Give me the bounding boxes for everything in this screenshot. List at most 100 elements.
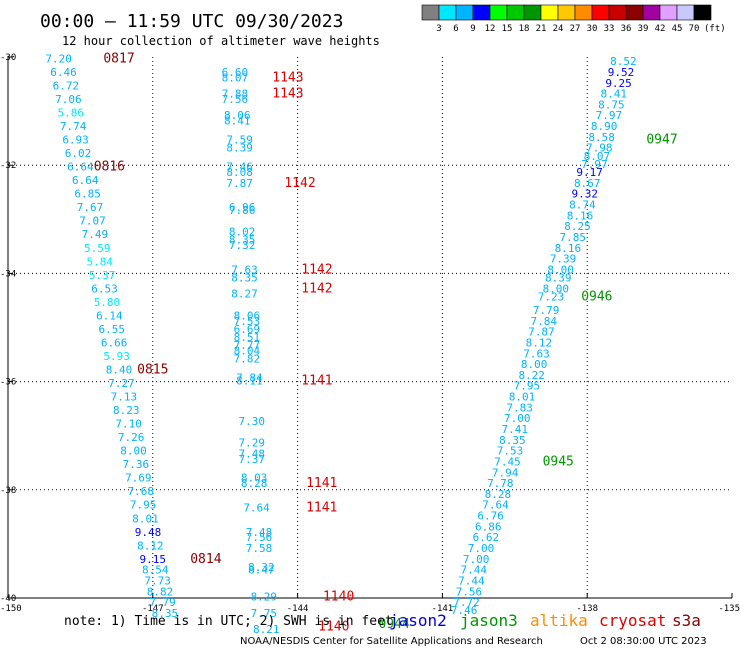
colorbar-tick-label: 6 [453,24,458,34]
swh-label: 7.20 [45,52,72,65]
swh-label: 5.86 [57,107,84,120]
chart-subtitle: 12 hour collection of altimeter wave hei… [62,34,380,48]
swh-label: 7.75 [251,607,278,620]
swh-label: 7.95 [514,380,541,393]
swh-label: 7.06 [55,93,82,106]
swh-label: 6.64 [67,161,94,174]
pass-s3a-0814-0817: 7.206.466.727.065.867.746.936.026.646.64… [45,51,221,620]
y-tick-label: -40 [0,594,16,604]
swh-label: 7.56 [246,531,273,544]
swh-label: 7.10 [115,418,142,431]
x-tick-label: -147 [142,604,164,614]
swh-label: 9.52 [608,66,635,79]
swh-label: 7.23 [538,290,565,303]
swh-label: 6.66 [101,336,128,349]
y-tick-label: -30 [0,53,16,63]
swh-label: 8.01 [509,391,536,404]
time-label: 0946 [581,289,612,304]
swh-label: 6.93 [62,134,89,147]
colorbar-swatch [608,4,627,21]
swh-label: 9.32 [572,188,599,201]
swh-label: 8.74 [569,198,596,211]
time-label: 1140 [318,619,349,634]
swh-label: 8.00 [521,358,548,371]
swh-label: 7.79 [149,596,176,609]
swh-label: 8.51 [234,331,261,344]
swh-label: 7.53 [234,315,261,328]
swh-label: 8.90 [591,120,618,133]
swh-label: 5.93 [103,350,130,363]
colorbar-tick-label: 24 [553,24,564,34]
colorbar-swatch [676,4,695,21]
swh-label: 7.79 [533,304,560,317]
colorbar-swatch [506,4,525,21]
colorbar-swatch [557,4,576,21]
swh-label: 7.82 [234,353,261,366]
satellite-legend-jason2: jason2 [389,611,447,630]
swh-label: 8.07 [584,150,611,163]
swh-label: 8.41 [600,88,627,101]
colorbar-legend: 3 6 9 12 15 18 21 24 27 30 33 36 39 42 45 70 (ft) [421,4,726,34]
colorbar-tick-label: 3 [436,24,441,34]
swh-label: 7.53 [497,445,524,458]
timestamp-text: Oct 2 08:30:00 UTC 2023 [580,636,707,647]
time-label: 0814 [190,552,221,567]
swh-label: 5.59 [84,242,111,255]
swh-label: 7.72 [453,596,480,609]
swh-label: 6.69 [234,323,261,336]
swh-label: 7.41 [502,423,529,436]
swh-label: 5.37 [89,269,116,282]
time-label: 1140 [323,590,354,605]
time-label: 1142 [301,281,332,296]
swh-label: 7.73 [144,574,171,587]
swh-label: 6.64 [72,174,99,187]
swh-label: 7.87 [226,177,253,190]
swh-label: 7.87 [528,326,555,339]
swh-label: 8.06 [234,309,261,322]
swh-label: 7.88 [222,88,249,101]
y-tick-label: -38 [0,486,16,496]
y-tick-label: -34 [0,269,16,279]
time-label: 0815 [137,362,168,377]
swh-label: 7.56 [222,93,249,106]
swh-label: 8.16 [567,209,594,222]
swh-label: 6.72 [53,79,80,92]
colorbar-tick-label: 27 [570,24,581,34]
x-tick-label: -141 [432,604,454,614]
swh-label: 7.48 [246,526,273,539]
credit-text: NOAA/NESDIS Center for Satellite Applica… [240,636,543,647]
swh-label: 7.74 [60,120,87,133]
y-tick-label: -36 [0,378,16,388]
swh-label: 6.60 [222,66,249,79]
satellite-legend-s3a: s3a [672,611,701,630]
colorbar-swatch [489,4,508,21]
colorbar-tick-label: 30 [587,24,598,34]
swh-label: 7.26 [118,431,145,444]
swh-label: 7.97 [581,158,608,171]
swh-label: 7.45 [494,455,521,468]
swh-label: 8.08 [226,166,253,179]
colorbar-tick-label: 70 [689,24,700,34]
swh-label: 9.25 [605,77,632,90]
swh-label: 8.35 [229,234,256,247]
time-label: 0947 [646,133,677,148]
swh-label: 7.63 [231,263,258,276]
colorbar-swatch [523,4,542,21]
swh-label: 9.17 [576,166,603,179]
swh-label: 7.13 [111,391,138,404]
swh-label: 8.04 [234,345,261,358]
colorbar-tick-label: 18 [519,24,530,34]
time-label: 1143 [272,87,303,102]
colorbar-tick-label: 45 [672,24,683,34]
swh-label: 8.47 [248,564,275,577]
colorbar-tick-label: 39 [638,24,649,34]
swh-label: 8.16 [555,242,582,255]
colorbar-swatch [642,4,661,21]
colorbar-tick-label: 21 [536,24,547,34]
swh-label: 7.44 [458,574,485,587]
colorbar-tick-label: 15 [502,24,513,34]
swh-label: 7.44 [461,564,488,577]
time-label: 1142 [301,262,332,277]
swh-label: 7.46 [451,604,478,617]
swh-label: 6.14 [96,309,123,322]
